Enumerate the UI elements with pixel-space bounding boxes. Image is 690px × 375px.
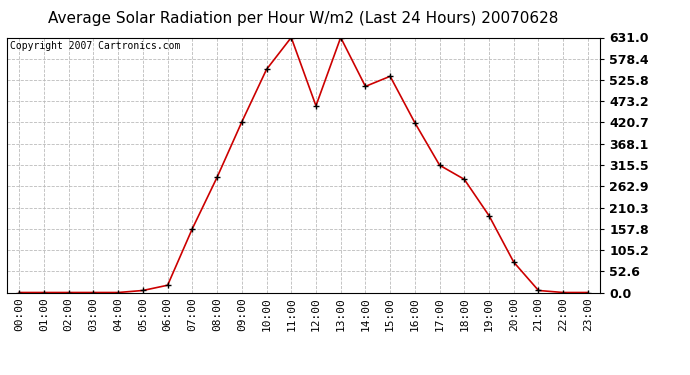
Text: Copyright 2007 Cartronics.com: Copyright 2007 Cartronics.com: [10, 41, 180, 51]
Text: Average Solar Radiation per Hour W/m2 (Last 24 Hours) 20070628: Average Solar Radiation per Hour W/m2 (L…: [48, 11, 559, 26]
